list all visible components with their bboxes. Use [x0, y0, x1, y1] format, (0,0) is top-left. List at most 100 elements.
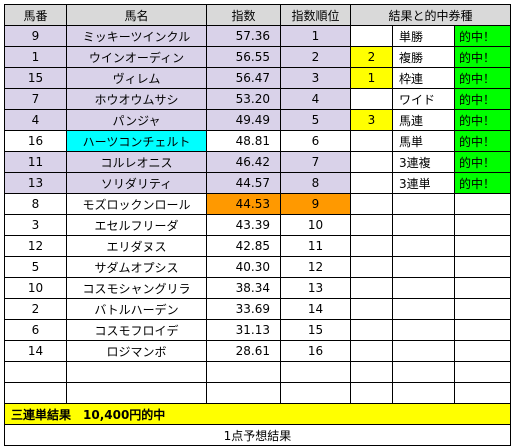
table-row: 13 ソリダリティ 44.57 8 3連単 的中！: [4, 172, 511, 194]
index-cell: 56.47: [206, 67, 281, 89]
empty-cell: [280, 382, 351, 404]
table-row: 3 エセルフリーダ 43.39 10: [4, 214, 511, 236]
empty-cell: [206, 382, 281, 404]
index-cell: 44.57: [206, 172, 281, 194]
empty-cell: [392, 235, 455, 257]
horse-number-cell: 8: [4, 193, 67, 215]
index-cell: 31.13: [206, 319, 281, 341]
horse-number-cell: 4: [4, 109, 67, 131]
empty-cell: [454, 235, 511, 257]
empty-cell: [392, 298, 455, 320]
empty-cell: [66, 361, 207, 383]
result-place-cell: 2: [350, 46, 393, 68]
horse-name-cell: ヴィレム: [66, 67, 207, 89]
empty-cell: [350, 298, 393, 320]
empty-cell: [392, 361, 455, 383]
prediction-result-table: 馬番 馬名 指数 指数順位 結果と的中券種 9 ミッキーツインクル 57.36 1 単勝…: [4, 4, 511, 446]
horse-number-cell: 7: [4, 88, 67, 110]
trifecta-result-text: 三連単結果 10,400円的中: [4, 403, 511, 425]
empty-cell: [454, 298, 511, 320]
empty-cell: [454, 277, 511, 299]
table-row: 16 ハーツコンチェルト 48.81 6 馬単 的中！: [4, 130, 511, 152]
hit-cell: 的中！: [454, 151, 511, 173]
result-place-cell: [350, 151, 393, 173]
index-cell: 44.53: [206, 193, 281, 215]
horse-name-cell: ソリダリティ: [66, 172, 207, 194]
index-rank-cell: 4: [280, 88, 351, 110]
table-row: 5 サダムオプシス 40.30 12: [4, 256, 511, 278]
header-horse-number: 馬番: [4, 4, 67, 26]
empty-cell: [454, 193, 511, 215]
header-index-rank: 指数順位: [280, 4, 351, 26]
horse-name-cell: エリダヌス: [66, 235, 207, 257]
horse-number-cell: 14: [4, 340, 67, 362]
empty-cell: [454, 382, 511, 404]
bet-type-cell: 枠連: [392, 67, 455, 89]
empty-cell: [392, 193, 455, 215]
empty-cell: [4, 382, 67, 404]
empty-cell: [454, 256, 511, 278]
empty-cell: [206, 361, 281, 383]
index-cell: 40.30: [206, 256, 281, 278]
horse-number-cell: 12: [4, 235, 67, 257]
empty-cell: [392, 382, 455, 404]
empty-cell: [350, 193, 393, 215]
index-rank-cell: 7: [280, 151, 351, 173]
index-rank-cell: 8: [280, 172, 351, 194]
horse-number-cell: 15: [4, 67, 67, 89]
empty-cell: [454, 361, 511, 383]
horse-number-cell: 13: [4, 172, 67, 194]
hit-cell: 的中！: [454, 109, 511, 131]
table-row: 6 コスモフロイデ 31.13 15: [4, 319, 511, 341]
index-rank-cell: 9: [280, 193, 351, 215]
empty-cell: [350, 340, 393, 362]
result-place-cell: 3: [350, 109, 393, 131]
empty-cell: [350, 361, 393, 383]
index-rank-cell: 14: [280, 298, 351, 320]
empty-cell: [280, 361, 351, 383]
table-row: 1 ウインオーディン 56.55 2 2 複勝 的中！: [4, 46, 511, 68]
horse-name-cell: コルレオニス: [66, 151, 207, 173]
table-row: 10 コスモシャングリラ 38.34 13: [4, 277, 511, 299]
header-horse-name: 馬名: [66, 4, 207, 26]
bet-type-cell: 複勝: [392, 46, 455, 68]
table-row: 11 コルレオニス 46.42 7 3連複 的中！: [4, 151, 511, 173]
horse-name-cell: ホウオウムサシ: [66, 88, 207, 110]
caption-row: 1点予想結果: [4, 424, 511, 446]
horse-number-cell: 3: [4, 214, 67, 236]
index-rank-cell: 6: [280, 130, 351, 152]
index-cell: 49.49: [206, 109, 281, 131]
index-cell: 28.61: [206, 340, 281, 362]
empty-cell: [392, 277, 455, 299]
horse-number-cell: 5: [4, 256, 67, 278]
horse-name-cell: エセルフリーダ: [66, 214, 207, 236]
index-rank-cell: 12: [280, 256, 351, 278]
horse-name-cell: バトルハーデン: [66, 298, 207, 320]
table-row: 7 ホウオウムサシ 53.20 4 ワイド 的中！: [4, 88, 511, 110]
table-row: 8 モズロックンロール 44.53 9: [4, 193, 511, 215]
index-rank-cell: 16: [280, 340, 351, 362]
result-place-cell: [350, 172, 393, 194]
empty-cell: [350, 235, 393, 257]
table-row: [4, 361, 511, 383]
index-rank-cell: 10: [280, 214, 351, 236]
empty-cell: [454, 340, 511, 362]
result-place-cell: [350, 88, 393, 110]
empty-cell: [392, 214, 455, 236]
empty-cell: [392, 340, 455, 362]
index-rank-cell: 13: [280, 277, 351, 299]
index-cell: 57.36: [206, 25, 281, 47]
horse-name-cell: サダムオプシス: [66, 256, 207, 278]
table-row: 4 パンジャ 49.49 5 3 馬連 的中！: [4, 109, 511, 131]
table-row: 9 ミッキーツインクル 57.36 1 単勝 的中！: [4, 25, 511, 47]
bet-type-cell: 3連単: [392, 172, 455, 194]
empty-cell: [350, 256, 393, 278]
horse-number-cell: 6: [4, 319, 67, 341]
hit-cell: 的中！: [454, 172, 511, 194]
hit-cell: 的中！: [454, 88, 511, 110]
hit-cell: 的中！: [454, 67, 511, 89]
header-result-bet-types: 結果と的中券種: [350, 4, 511, 26]
index-rank-cell: 3: [280, 67, 351, 89]
empty-cell: [454, 319, 511, 341]
horse-name-cell: ミッキーツインクル: [66, 25, 207, 47]
